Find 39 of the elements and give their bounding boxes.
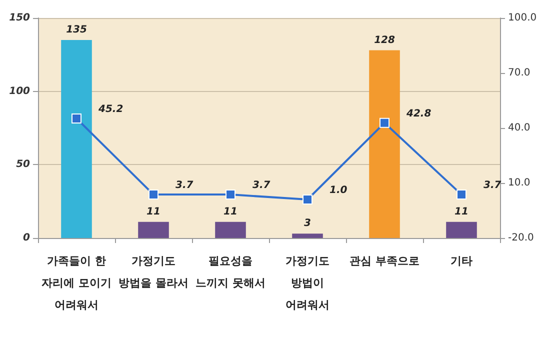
bar — [446, 222, 477, 238]
bar — [138, 222, 169, 238]
point — [380, 118, 390, 128]
y2-tick-label: 70.0 — [508, 68, 530, 78]
point — [302, 194, 312, 204]
data-label: 3.7 — [176, 180, 194, 192]
bar — [369, 50, 400, 238]
x-tick-label: 가정기도 방법을 몰라서 — [118, 254, 188, 290]
data-label: 1.0 — [330, 185, 348, 196]
x-tick-label: 가족들이 한 자리에 모이기 어려워서 — [42, 254, 112, 312]
data-label: 11 — [146, 206, 160, 218]
data-label: 135 — [66, 24, 87, 36]
y-tick-label: 0 — [23, 232, 30, 244]
data-label: 42.8 — [406, 108, 432, 120]
x-tick-label: 관심 부족으로 — [350, 254, 420, 268]
data-label: 11 — [224, 206, 238, 218]
point — [72, 113, 82, 124]
y-tick-label: 100 — [9, 86, 30, 97]
y2-tick-label: 10.0 — [508, 178, 530, 188]
data-label: 11 — [454, 206, 468, 218]
y2-tick-label: -20.0 — [508, 232, 534, 244]
bar — [292, 234, 323, 238]
x-tick-label: 가정기도 방법이 어려워서 — [286, 254, 330, 312]
y2-tick-label: 40.0 — [508, 122, 530, 134]
x-tick-label: 기타 — [450, 254, 472, 268]
point — [456, 190, 466, 200]
bar — [61, 40, 92, 238]
y-tick-label: 150 — [9, 12, 30, 24]
data-label: 3 — [304, 218, 312, 230]
point — [148, 190, 158, 200]
bar — [215, 222, 246, 238]
y-tick-label: 50 — [16, 159, 30, 170]
data-label: 3.7 — [484, 180, 502, 192]
y2-tick-label: 100.0 — [508, 12, 537, 24]
point — [226, 190, 236, 200]
x-tick-label: 필요성을 느끼지 못해서 — [196, 254, 266, 290]
data-label: 3.7 — [252, 180, 270, 192]
data-label: 128 — [374, 34, 395, 46]
data-label: 45.2 — [98, 104, 124, 115]
